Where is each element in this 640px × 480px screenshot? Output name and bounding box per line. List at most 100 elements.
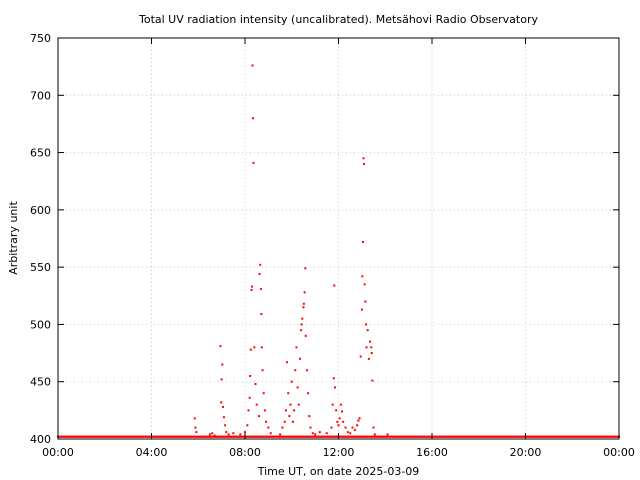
data-point bbox=[259, 287, 262, 290]
data-point bbox=[248, 396, 251, 399]
data-point bbox=[349, 432, 352, 435]
data-point bbox=[346, 431, 349, 434]
data-point bbox=[373, 433, 376, 436]
data-point bbox=[367, 357, 370, 360]
data-point bbox=[307, 392, 310, 395]
data-point bbox=[267, 426, 270, 429]
data-point bbox=[296, 386, 299, 389]
y-tick-label: 450 bbox=[30, 376, 51, 389]
data-point bbox=[265, 420, 268, 423]
data-point bbox=[300, 323, 303, 326]
data-point bbox=[289, 403, 292, 406]
data-point bbox=[211, 432, 214, 435]
data-point bbox=[247, 409, 250, 412]
data-point bbox=[253, 346, 256, 349]
data-point bbox=[370, 346, 373, 349]
x-tick-label: 00:00 bbox=[603, 446, 635, 459]
data-point bbox=[311, 432, 314, 435]
data-point bbox=[360, 308, 363, 311]
data-point bbox=[303, 291, 306, 294]
data-point bbox=[222, 405, 225, 408]
data-point bbox=[254, 383, 257, 386]
data-point bbox=[370, 352, 373, 355]
data-point bbox=[331, 403, 334, 406]
data-point bbox=[261, 369, 264, 372]
data-point bbox=[330, 426, 333, 429]
data-point bbox=[332, 377, 335, 380]
data-point bbox=[294, 369, 297, 372]
y-tick-label: 400 bbox=[30, 433, 51, 446]
data-point bbox=[225, 431, 228, 434]
data-point bbox=[305, 369, 308, 372]
data-point bbox=[221, 363, 224, 366]
data-point bbox=[308, 415, 311, 418]
y-tick-label: 600 bbox=[30, 204, 51, 217]
data-point bbox=[258, 273, 261, 276]
data-point bbox=[195, 431, 198, 434]
data-point bbox=[300, 329, 303, 332]
data-point bbox=[249, 374, 252, 377]
data-point bbox=[314, 433, 317, 436]
data-point bbox=[333, 386, 336, 389]
data-point bbox=[351, 426, 354, 429]
data-point bbox=[318, 431, 321, 434]
x-tick-label: 00:00 bbox=[42, 446, 74, 459]
data-point bbox=[239, 433, 242, 436]
x-axis-label: Time UT, on date 2025-03-09 bbox=[257, 465, 420, 478]
data-point bbox=[363, 283, 366, 286]
data-point bbox=[339, 403, 342, 406]
x-tick-label: 04:00 bbox=[136, 446, 168, 459]
data-point bbox=[224, 424, 227, 427]
data-point bbox=[333, 284, 336, 287]
y-tick-label: 650 bbox=[30, 147, 51, 160]
data-point bbox=[372, 426, 375, 429]
x-tick-label: 20:00 bbox=[510, 446, 542, 459]
data-point bbox=[227, 433, 230, 436]
data-point bbox=[249, 348, 252, 351]
data-point bbox=[365, 346, 368, 349]
data-point bbox=[250, 289, 253, 292]
data-point bbox=[286, 361, 289, 364]
data-point bbox=[222, 416, 225, 419]
data-point bbox=[220, 378, 223, 381]
data-point bbox=[309, 426, 312, 429]
data-point bbox=[304, 334, 307, 337]
data-point bbox=[251, 285, 254, 288]
data-point bbox=[258, 415, 261, 418]
data-point bbox=[362, 163, 365, 166]
data-point bbox=[194, 426, 197, 429]
data-point bbox=[255, 403, 258, 406]
data-point bbox=[288, 415, 291, 418]
data-point bbox=[338, 417, 341, 420]
data-point bbox=[369, 340, 372, 343]
y-tick-label: 550 bbox=[30, 261, 51, 274]
y-tick-label: 700 bbox=[30, 89, 51, 102]
data-point bbox=[260, 313, 263, 316]
data-point bbox=[358, 417, 361, 420]
data-point bbox=[371, 379, 374, 382]
data-point bbox=[213, 434, 216, 437]
data-point bbox=[279, 433, 282, 436]
data-point bbox=[295, 346, 298, 349]
data-point bbox=[298, 357, 301, 360]
data-point bbox=[386, 433, 389, 436]
data-point bbox=[366, 329, 369, 332]
axis-ticks: 00:00 04:00 08:00 12:00 16:00 20:00 00:0040045… bbox=[30, 32, 635, 459]
data-point bbox=[291, 420, 294, 423]
data-point bbox=[251, 117, 254, 120]
data-point bbox=[283, 420, 286, 423]
data-point bbox=[325, 432, 328, 435]
data-point bbox=[304, 267, 307, 270]
data-point bbox=[246, 424, 249, 427]
data-point bbox=[302, 306, 305, 309]
data-point bbox=[365, 323, 368, 326]
data-point bbox=[344, 426, 347, 429]
y-tick-label: 750 bbox=[30, 32, 51, 45]
y-tick-label: 500 bbox=[30, 318, 51, 331]
data-point bbox=[260, 346, 263, 349]
data-point bbox=[220, 401, 223, 404]
data-point bbox=[251, 64, 254, 67]
data-point bbox=[297, 403, 300, 406]
data-point bbox=[232, 432, 235, 435]
